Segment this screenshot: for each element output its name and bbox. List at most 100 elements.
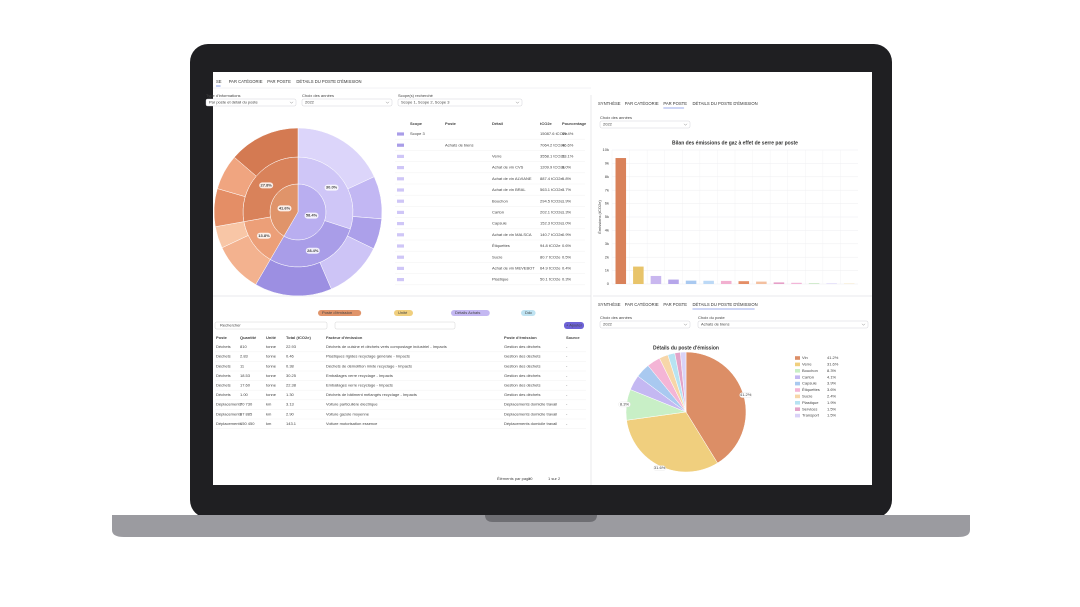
- tab[interactable]: PAR POSTE: [267, 79, 291, 84]
- table-cell: Déchets: [216, 344, 231, 349]
- table-cell: 3.7%: [562, 187, 572, 192]
- select[interactable]: [697, 320, 869, 329]
- table-header: Pourcentage: [562, 121, 587, 126]
- tab[interactable]: SYNTHÈSE: [598, 302, 621, 307]
- label-badge: [653, 465, 666, 471]
- table-cell: 46.6%: [562, 142, 574, 147]
- select[interactable]: [301, 98, 393, 107]
- select-caret: [515, 101, 520, 104]
- table-cell: Déchets de cuisine et déchets verts comp…: [326, 344, 447, 349]
- table-cell: 30.25: [286, 373, 297, 378]
- table-cell: Capsule: [492, 221, 507, 226]
- table-cell: Voiture motorisation essence: [326, 421, 378, 426]
- table-cell: Gestion des déchets: [504, 392, 540, 397]
- table-cell: 11: [240, 363, 245, 368]
- legend-value: 3.9%: [827, 381, 837, 386]
- legend-value: 4.1%: [827, 374, 837, 379]
- table-cell: Achat de vin ALVIANE: [492, 176, 532, 181]
- bar: [668, 279, 679, 284]
- select[interactable]: [205, 98, 297, 107]
- tab[interactable]: DÉTAILS DU POSTE D'ÉMISSION: [693, 101, 758, 106]
- table-cell: -: [566, 373, 568, 378]
- bar: [756, 281, 767, 284]
- select[interactable]: [397, 98, 523, 107]
- table-cell: -: [566, 354, 568, 359]
- chip-label: Poste d'émission: [322, 310, 352, 315]
- table-cell: 810: [240, 344, 247, 349]
- chart-title: Détails du poste d'émission: [653, 345, 719, 351]
- table-cell: Déchets: [216, 354, 231, 359]
- table-cell: Plastiques rigides recyclage générale - …: [326, 354, 410, 359]
- y-tick-label: 6k: [605, 201, 609, 206]
- table-cell: 23.1%: [562, 153, 574, 158]
- label-badge: [305, 247, 320, 254]
- table-cell: km: [266, 421, 272, 426]
- legend-swatch: [795, 362, 800, 367]
- table-cell: tonne: [266, 382, 277, 387]
- table-cell: 22.93: [286, 344, 297, 349]
- label-badge: [324, 184, 339, 191]
- table-cell: Déchets de démolition mixte recyclage - …: [326, 363, 412, 368]
- segment-label: 27.8%: [261, 182, 273, 187]
- table-header: Total (tCO2e): [286, 335, 311, 340]
- pie-slice: [680, 351, 687, 413]
- table-cell: Achats de biens: [445, 142, 473, 147]
- filter-chip[interactable]: [318, 310, 362, 316]
- table-cell: 152.3 tCO2e: [540, 221, 563, 226]
- search-box[interactable]: [214, 321, 328, 330]
- tab[interactable]: PAR CATÉGORIE: [625, 302, 659, 307]
- legend-label: Carton: [802, 374, 814, 379]
- table-cell: Déplacements: [216, 402, 242, 407]
- y-tick-label: 5k: [605, 214, 609, 219]
- table-cell: Achat de vin MEVEBOT: [492, 265, 535, 270]
- table-cell: 294.5 tCO2e: [540, 198, 563, 203]
- bar: [633, 266, 644, 284]
- tab[interactable]: PAR CATÉGORIE: [625, 101, 659, 106]
- select[interactable]: [599, 320, 691, 329]
- legend-value: 8.3%: [827, 368, 837, 373]
- tab[interactable]: SYNTHÈSE: [598, 101, 621, 106]
- table-cell: 3558.1 tCO2e: [540, 153, 566, 158]
- table-cell: Achat de vin BRAL: [492, 187, 526, 192]
- table-cell: Gestion des déchets: [504, 363, 540, 368]
- table-cell: Voiture gazole moyenne: [326, 411, 370, 416]
- filter-chip[interactable]: [451, 310, 490, 316]
- label-badge: [739, 392, 752, 398]
- tab[interactable]: DÉTAILS DU POSTE D'ÉMISSION: [693, 302, 758, 307]
- chart-title: Bilan des émissions de gaz à effet de se…: [672, 140, 798, 146]
- slice-label: 31.6%: [654, 465, 666, 470]
- table-cell: tonne: [266, 363, 277, 368]
- table-cell: 0.5%: [562, 254, 572, 259]
- table-cell: Déchets: [216, 363, 231, 368]
- bar: [738, 281, 750, 284]
- tab[interactable]: PAR CATÉGORIE: [229, 79, 263, 84]
- row-swatch: [397, 244, 404, 248]
- filter-box[interactable]: [334, 321, 456, 330]
- bar: [703, 280, 714, 284]
- select[interactable]: [599, 120, 691, 129]
- filter-chip[interactable]: [394, 310, 413, 316]
- tab[interactable]: DÉTAILS DU POSTE D'ÉMISSION: [296, 79, 361, 84]
- table-header: Source: [566, 335, 580, 340]
- label-badge: [259, 182, 274, 189]
- table-cell: Gestion des déchets: [504, 354, 540, 359]
- row-swatch: [397, 222, 404, 226]
- table-cell: Déplacements: [216, 411, 242, 416]
- table-cell: 0.46: [286, 354, 295, 359]
- y-tick-label: 0: [607, 281, 610, 286]
- table-cell: tonne: [266, 373, 277, 378]
- tab[interactable]: PAR POSTE: [663, 302, 687, 307]
- segment-label: 58.4%: [306, 213, 318, 218]
- table-cell: 1.0%: [562, 221, 572, 226]
- add-button[interactable]: [564, 322, 584, 329]
- legend-value: 1.5%: [827, 413, 837, 418]
- segment-label: 41.6%: [279, 205, 291, 210]
- tab[interactable]: PAR POSTE: [663, 101, 687, 106]
- filter-chip[interactable]: [521, 310, 536, 316]
- tab[interactable]: SE: [216, 79, 222, 84]
- table-cell: 94.8 tCO2e: [540, 243, 561, 248]
- select-value: 2022: [305, 100, 315, 105]
- legend-swatch: [795, 401, 800, 405]
- table-cell: Achat de vin MALSCA: [492, 232, 532, 237]
